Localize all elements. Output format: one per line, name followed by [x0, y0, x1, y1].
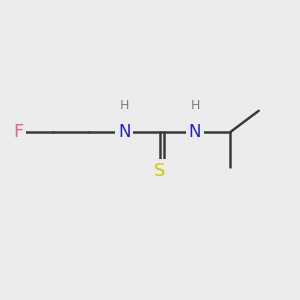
Text: S: S	[154, 162, 165, 180]
Text: N: N	[118, 123, 130, 141]
Text: N: N	[189, 123, 201, 141]
Text: H: H	[119, 99, 129, 112]
Text: F: F	[13, 123, 23, 141]
Text: H: H	[190, 99, 200, 112]
